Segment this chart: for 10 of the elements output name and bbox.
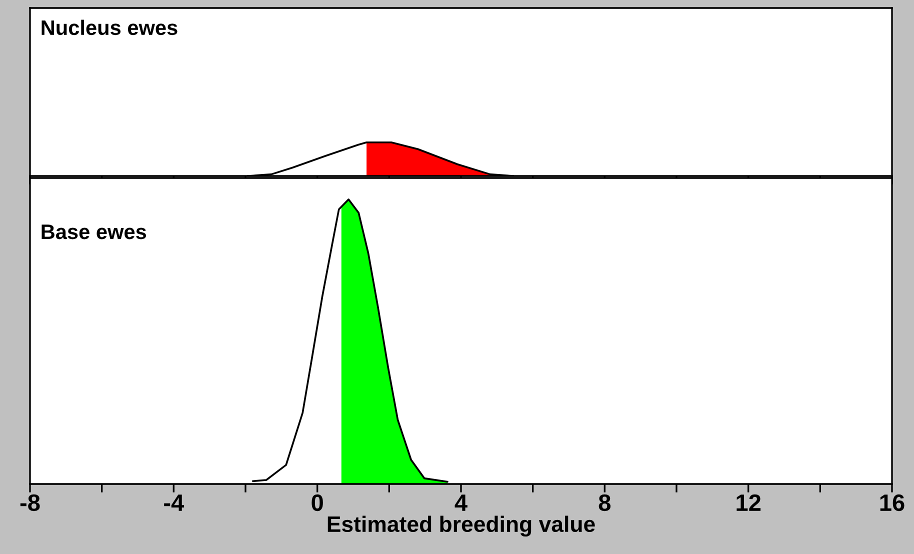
x-tick-label: 0 xyxy=(312,494,323,512)
x-tick-label: 12 xyxy=(736,494,761,511)
chart-title: Nucleus ewes xyxy=(42,20,178,36)
x-tick-label: 8 xyxy=(598,494,611,512)
x-axis-title: Estimated breeding value xyxy=(328,516,595,537)
x-tick-label: -4 xyxy=(164,494,184,511)
x-tick-label: 16 xyxy=(880,494,904,512)
text: Base ewes xyxy=(42,224,146,240)
x-tick-label: 4 xyxy=(454,494,468,511)
x-tick-label: -8 xyxy=(20,494,40,512)
